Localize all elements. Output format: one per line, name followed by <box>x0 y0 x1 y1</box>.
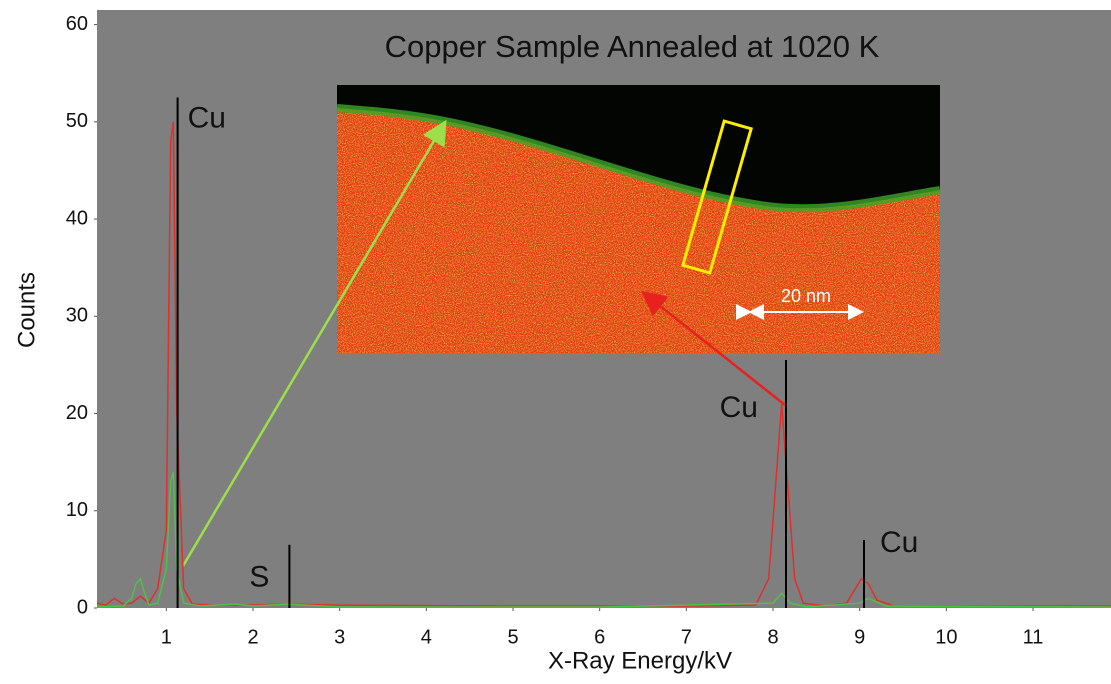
x-axis-label: X-Ray Energy/kV <box>548 647 732 674</box>
y-tick-label: 10 <box>66 499 88 521</box>
arrow <box>181 119 447 567</box>
inset-image: 20 nm <box>336 85 941 353</box>
y-tick-label: 40 <box>66 207 88 229</box>
x-tick-label: 5 <box>507 626 518 648</box>
x-tick-label: 11 <box>1023 626 1044 648</box>
arrow <box>641 290 786 406</box>
spectrum-line <box>96 471 1111 608</box>
peak-label: Cu <box>188 101 226 134</box>
y-axis-label: Counts <box>13 272 40 348</box>
x-tick-label: 6 <box>594 626 605 648</box>
x-tick-label: 9 <box>854 626 865 648</box>
x-tick-label: 8 <box>767 626 778 648</box>
x-tick-label: 2 <box>247 626 258 648</box>
x-tick-label: 4 <box>421 626 432 648</box>
scale-label: 20 nm <box>781 286 831 306</box>
x-tick-label: 10 <box>935 626 957 648</box>
x-tick-label: 7 <box>681 626 692 648</box>
peak-label: Cu <box>880 526 918 559</box>
peak-label: S <box>249 561 269 594</box>
x-tick-label: 1 <box>161 626 172 648</box>
y-tick-label: 60 <box>66 13 88 35</box>
y-tick-label: 50 <box>66 110 88 132</box>
y-tick-label: 30 <box>66 305 88 327</box>
y-tick-label: 0 <box>77 596 88 618</box>
chart-title: Copper Sample Annealed at 1020 K <box>385 29 880 64</box>
y-tick-label: 20 <box>66 402 88 424</box>
peak-label: Cu <box>720 391 758 424</box>
spectrum-line <box>96 121 1111 607</box>
x-tick-label: 3 <box>334 626 345 648</box>
